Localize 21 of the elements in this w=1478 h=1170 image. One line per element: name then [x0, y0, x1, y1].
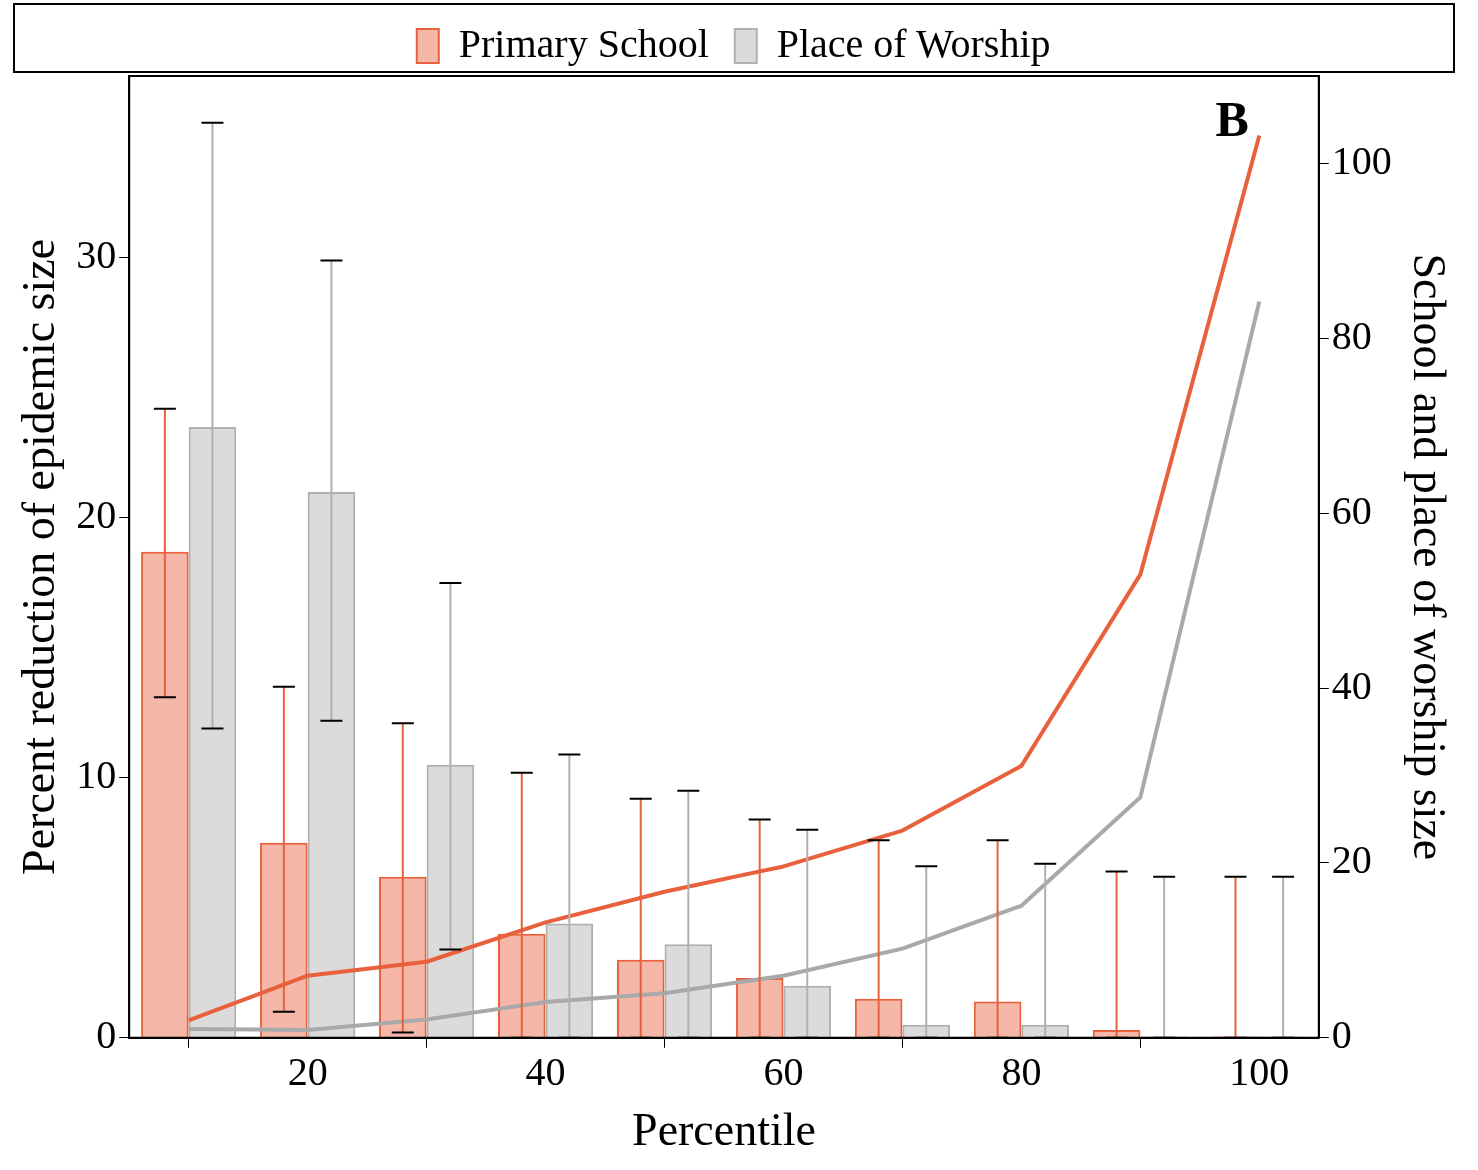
y2-tick-label: 80 [1331, 312, 1372, 358]
y-tick-label: 30 [76, 232, 117, 278]
y2-tick-label: 20 [1331, 837, 1372, 883]
y-tick-label: 20 [76, 492, 117, 538]
y-tick-label: 10 [76, 752, 117, 798]
x-tick-label: 100 [1229, 1049, 1290, 1095]
annotation: B [1215, 90, 1249, 147]
y2-tick-label: 40 [1331, 662, 1372, 708]
x-tick-label: 20 [287, 1049, 328, 1095]
y2-tick-label: 100 [1331, 137, 1392, 183]
y-tick-label: 0 [96, 1012, 117, 1058]
legend-label: Primary School [458, 20, 709, 66]
x-tick-label: 60 [763, 1049, 804, 1095]
legend-label: Place of Worship [776, 20, 1051, 66]
x-axis-title: Percentile [632, 1104, 816, 1156]
x-tick-label: 40 [525, 1049, 566, 1095]
y2-tick-label: 0 [1331, 1012, 1352, 1058]
y-axis-title: Percent reduction of epidemic size [12, 238, 64, 875]
y2-tick-label: 60 [1331, 487, 1372, 533]
y2-axis-title: School and place of worship size [1404, 253, 1456, 861]
x-tick-label: 80 [1001, 1049, 1042, 1095]
